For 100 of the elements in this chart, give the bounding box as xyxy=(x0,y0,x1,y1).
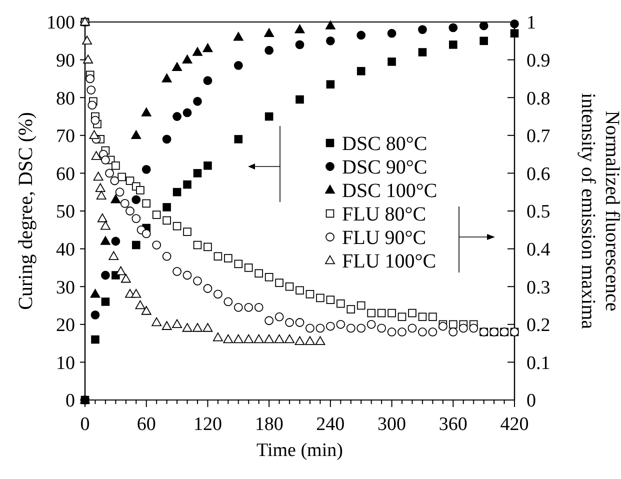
point xyxy=(193,169,202,178)
point xyxy=(305,336,315,346)
point xyxy=(294,24,305,34)
point xyxy=(346,324,356,333)
point xyxy=(183,180,192,189)
point xyxy=(152,210,161,219)
point xyxy=(233,32,244,41)
point xyxy=(244,302,254,312)
y-tick-label: 50 xyxy=(56,202,75,223)
point xyxy=(202,323,213,332)
point xyxy=(356,30,366,40)
point xyxy=(285,318,294,327)
legend-label: FLU 100°C xyxy=(342,250,436,272)
y2-tick-label: 0.4 xyxy=(526,239,551,260)
point xyxy=(182,54,192,64)
legend-label: FLU 80°C xyxy=(342,204,426,226)
point xyxy=(490,328,498,336)
point xyxy=(182,323,192,332)
point xyxy=(135,300,146,310)
point xyxy=(162,203,171,212)
x-tick-label: 300 xyxy=(378,414,406,435)
point xyxy=(100,220,110,230)
point xyxy=(264,46,274,55)
point xyxy=(90,116,100,125)
point xyxy=(510,328,519,336)
y-tick-label: 70 xyxy=(56,126,75,148)
point xyxy=(316,324,325,333)
point xyxy=(192,323,202,332)
point xyxy=(296,286,304,295)
point xyxy=(264,112,274,121)
point xyxy=(131,130,142,140)
point xyxy=(346,305,356,314)
point xyxy=(388,308,396,318)
point xyxy=(193,96,202,106)
point xyxy=(284,334,294,344)
x-axis-title: Time (min) xyxy=(256,440,343,461)
point xyxy=(244,334,254,344)
point xyxy=(356,324,366,333)
point xyxy=(510,29,519,38)
point xyxy=(234,260,243,268)
x-tick-label: 0 xyxy=(80,414,90,435)
point xyxy=(234,61,243,70)
point xyxy=(366,320,376,329)
point xyxy=(275,278,284,287)
point xyxy=(244,264,253,272)
point xyxy=(285,282,294,291)
point xyxy=(418,312,427,321)
x-tick-label: 240 xyxy=(316,414,345,435)
point xyxy=(448,320,458,329)
x-tick-label: 120 xyxy=(193,414,222,435)
point xyxy=(116,266,126,276)
point xyxy=(172,62,182,72)
point xyxy=(448,23,458,32)
point xyxy=(448,40,458,49)
y2-tick-label: 1 xyxy=(526,12,536,34)
point xyxy=(172,222,182,230)
x-tick-label: 60 xyxy=(136,414,156,435)
point xyxy=(214,252,222,261)
point xyxy=(141,306,152,315)
point xyxy=(132,214,141,224)
y-tick-label: 60 xyxy=(56,164,75,185)
point xyxy=(193,240,202,250)
y-axis-title: Curing degree, DSC (%) xyxy=(15,112,37,310)
y2-tick-label: 0.7 xyxy=(526,126,550,148)
point xyxy=(356,301,366,310)
legend-label: DSC 80°C xyxy=(342,133,428,155)
point xyxy=(296,95,304,104)
y2-tick-label: 0.5 xyxy=(526,202,550,223)
point xyxy=(82,36,92,45)
point xyxy=(408,324,417,333)
point xyxy=(336,299,345,308)
point xyxy=(306,290,314,298)
point xyxy=(152,317,162,326)
point xyxy=(326,322,335,331)
point xyxy=(367,308,376,318)
point xyxy=(91,151,102,160)
y2-tick-label: 0.3 xyxy=(526,277,550,298)
point xyxy=(356,66,366,76)
point xyxy=(408,308,416,318)
point xyxy=(101,156,110,164)
y2-tick-label: 0.6 xyxy=(526,164,550,185)
point xyxy=(274,312,284,322)
point xyxy=(132,195,141,204)
point xyxy=(458,324,468,333)
point xyxy=(418,328,427,336)
point xyxy=(254,334,264,344)
y2-axis-title: Normalized fluorescence intensity of emission maxima xyxy=(577,92,621,330)
point xyxy=(336,320,346,329)
point xyxy=(162,74,172,82)
point xyxy=(182,270,192,280)
point xyxy=(325,20,336,30)
point xyxy=(141,108,152,116)
point xyxy=(274,334,284,344)
point xyxy=(120,198,130,208)
point xyxy=(172,319,182,328)
point xyxy=(377,324,386,333)
y2-tick-label: 0.8 xyxy=(526,88,550,110)
x-tick-label: 420 xyxy=(500,414,529,435)
point xyxy=(398,328,406,336)
point xyxy=(254,269,263,278)
